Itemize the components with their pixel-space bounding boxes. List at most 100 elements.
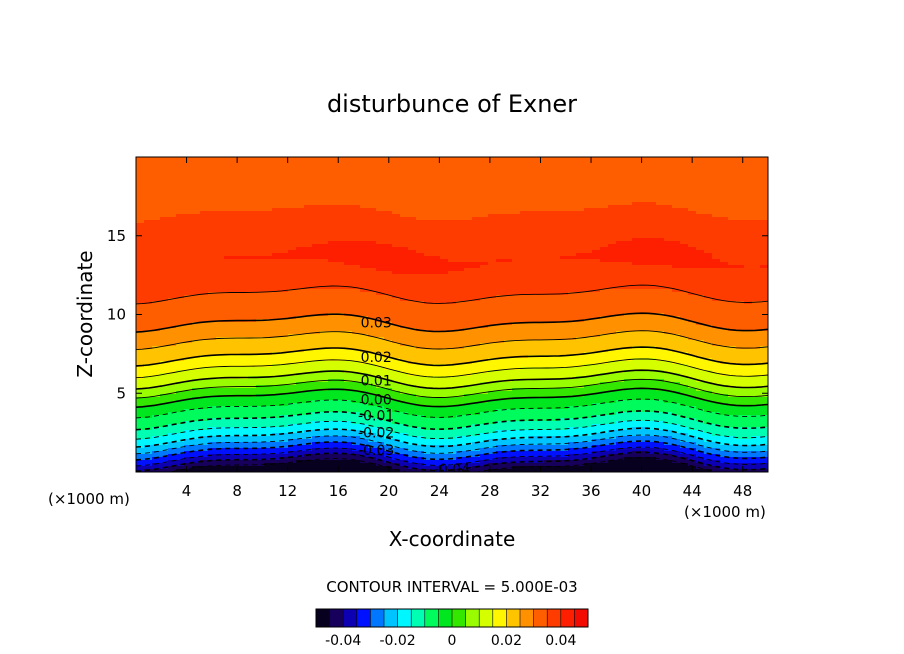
band-cell [656,292,665,296]
band-cell [328,292,337,296]
band-cell [224,181,233,185]
band-cell [688,202,697,206]
band-cell [664,322,673,326]
band-cell [752,199,761,203]
band-cell [408,214,417,218]
band-cell [224,241,233,245]
band-cell [424,178,433,182]
band-cell [608,268,617,272]
band-cell [408,178,417,182]
band-cell [160,190,169,194]
band-cell [320,283,329,287]
band-cell [384,337,393,341]
band-cell [216,268,225,272]
band-cell [496,235,505,239]
band-cell [456,253,465,257]
band-cell [520,208,529,212]
band-cell [280,235,289,239]
band-cell [536,337,545,341]
band-cell [664,229,673,233]
band-cell [720,334,729,338]
band-cell [512,163,521,167]
band-cell [160,214,169,218]
band-cell [608,202,617,206]
band-cell [400,274,409,278]
band-cell [720,310,729,314]
band-cell [760,172,768,176]
band-cell [264,262,273,266]
band-cell [464,187,473,191]
band-cell [608,301,617,305]
band-cell [400,316,409,320]
band-cell [376,163,385,167]
band-cell [584,244,593,248]
band-cell [760,199,768,203]
band-cell [288,322,297,326]
band-cell [480,202,489,206]
band-cell [216,307,225,311]
band-cell [416,175,425,179]
band-cell [232,217,241,221]
band-cell [240,184,249,188]
band-cell [728,253,737,257]
band-cell [672,247,681,251]
band-cell [560,214,569,218]
band-cell [336,184,345,188]
band-cell [632,157,641,161]
band-cell [176,181,185,185]
band-cell [264,322,273,326]
band-cell [464,157,473,161]
band-cell [632,193,641,197]
band-cell [672,175,681,179]
band-cell [744,277,753,281]
band-cell [472,241,481,245]
band-cell [752,235,761,239]
band-cell [256,169,265,173]
band-cell [344,283,353,287]
band-cell [312,181,321,185]
band-cell [680,172,689,176]
band-cell [656,205,665,209]
band-cell [728,199,737,203]
band-cell [672,280,681,284]
band-cell [480,175,489,179]
band-cell [176,199,185,203]
band-cell [224,283,233,287]
band-cell [680,340,689,344]
band-cell [520,268,529,272]
band-cell [576,340,585,344]
band-cell [744,157,753,161]
band-cell [712,190,721,194]
band-cell [224,301,233,305]
band-cell [296,166,305,170]
band-cell [456,250,465,254]
band-cell [608,340,617,344]
band-cell [232,274,241,278]
band-cell [608,337,617,341]
band-cell [552,340,561,344]
band-cell [240,343,249,347]
band-cell [240,301,249,305]
band-cell [200,304,209,308]
band-cell [696,193,705,197]
band-cell [488,316,497,320]
band-cell [728,298,737,302]
band-cell [352,331,361,335]
band-cell [432,187,441,191]
band-cell [184,256,193,260]
band-cell [312,217,321,221]
band-cell [728,343,737,347]
band-cell [144,175,153,179]
band-cell [672,223,681,227]
band-cell [136,193,145,197]
band-cell [200,247,209,251]
band-cell [736,172,745,176]
band-cell [232,328,241,332]
band-cell [232,337,241,341]
band-cell [160,172,169,176]
band-cell [408,271,417,275]
band-cell [592,247,601,251]
band-cell [440,190,449,194]
band-cell [664,295,673,299]
band-cell [312,271,321,275]
